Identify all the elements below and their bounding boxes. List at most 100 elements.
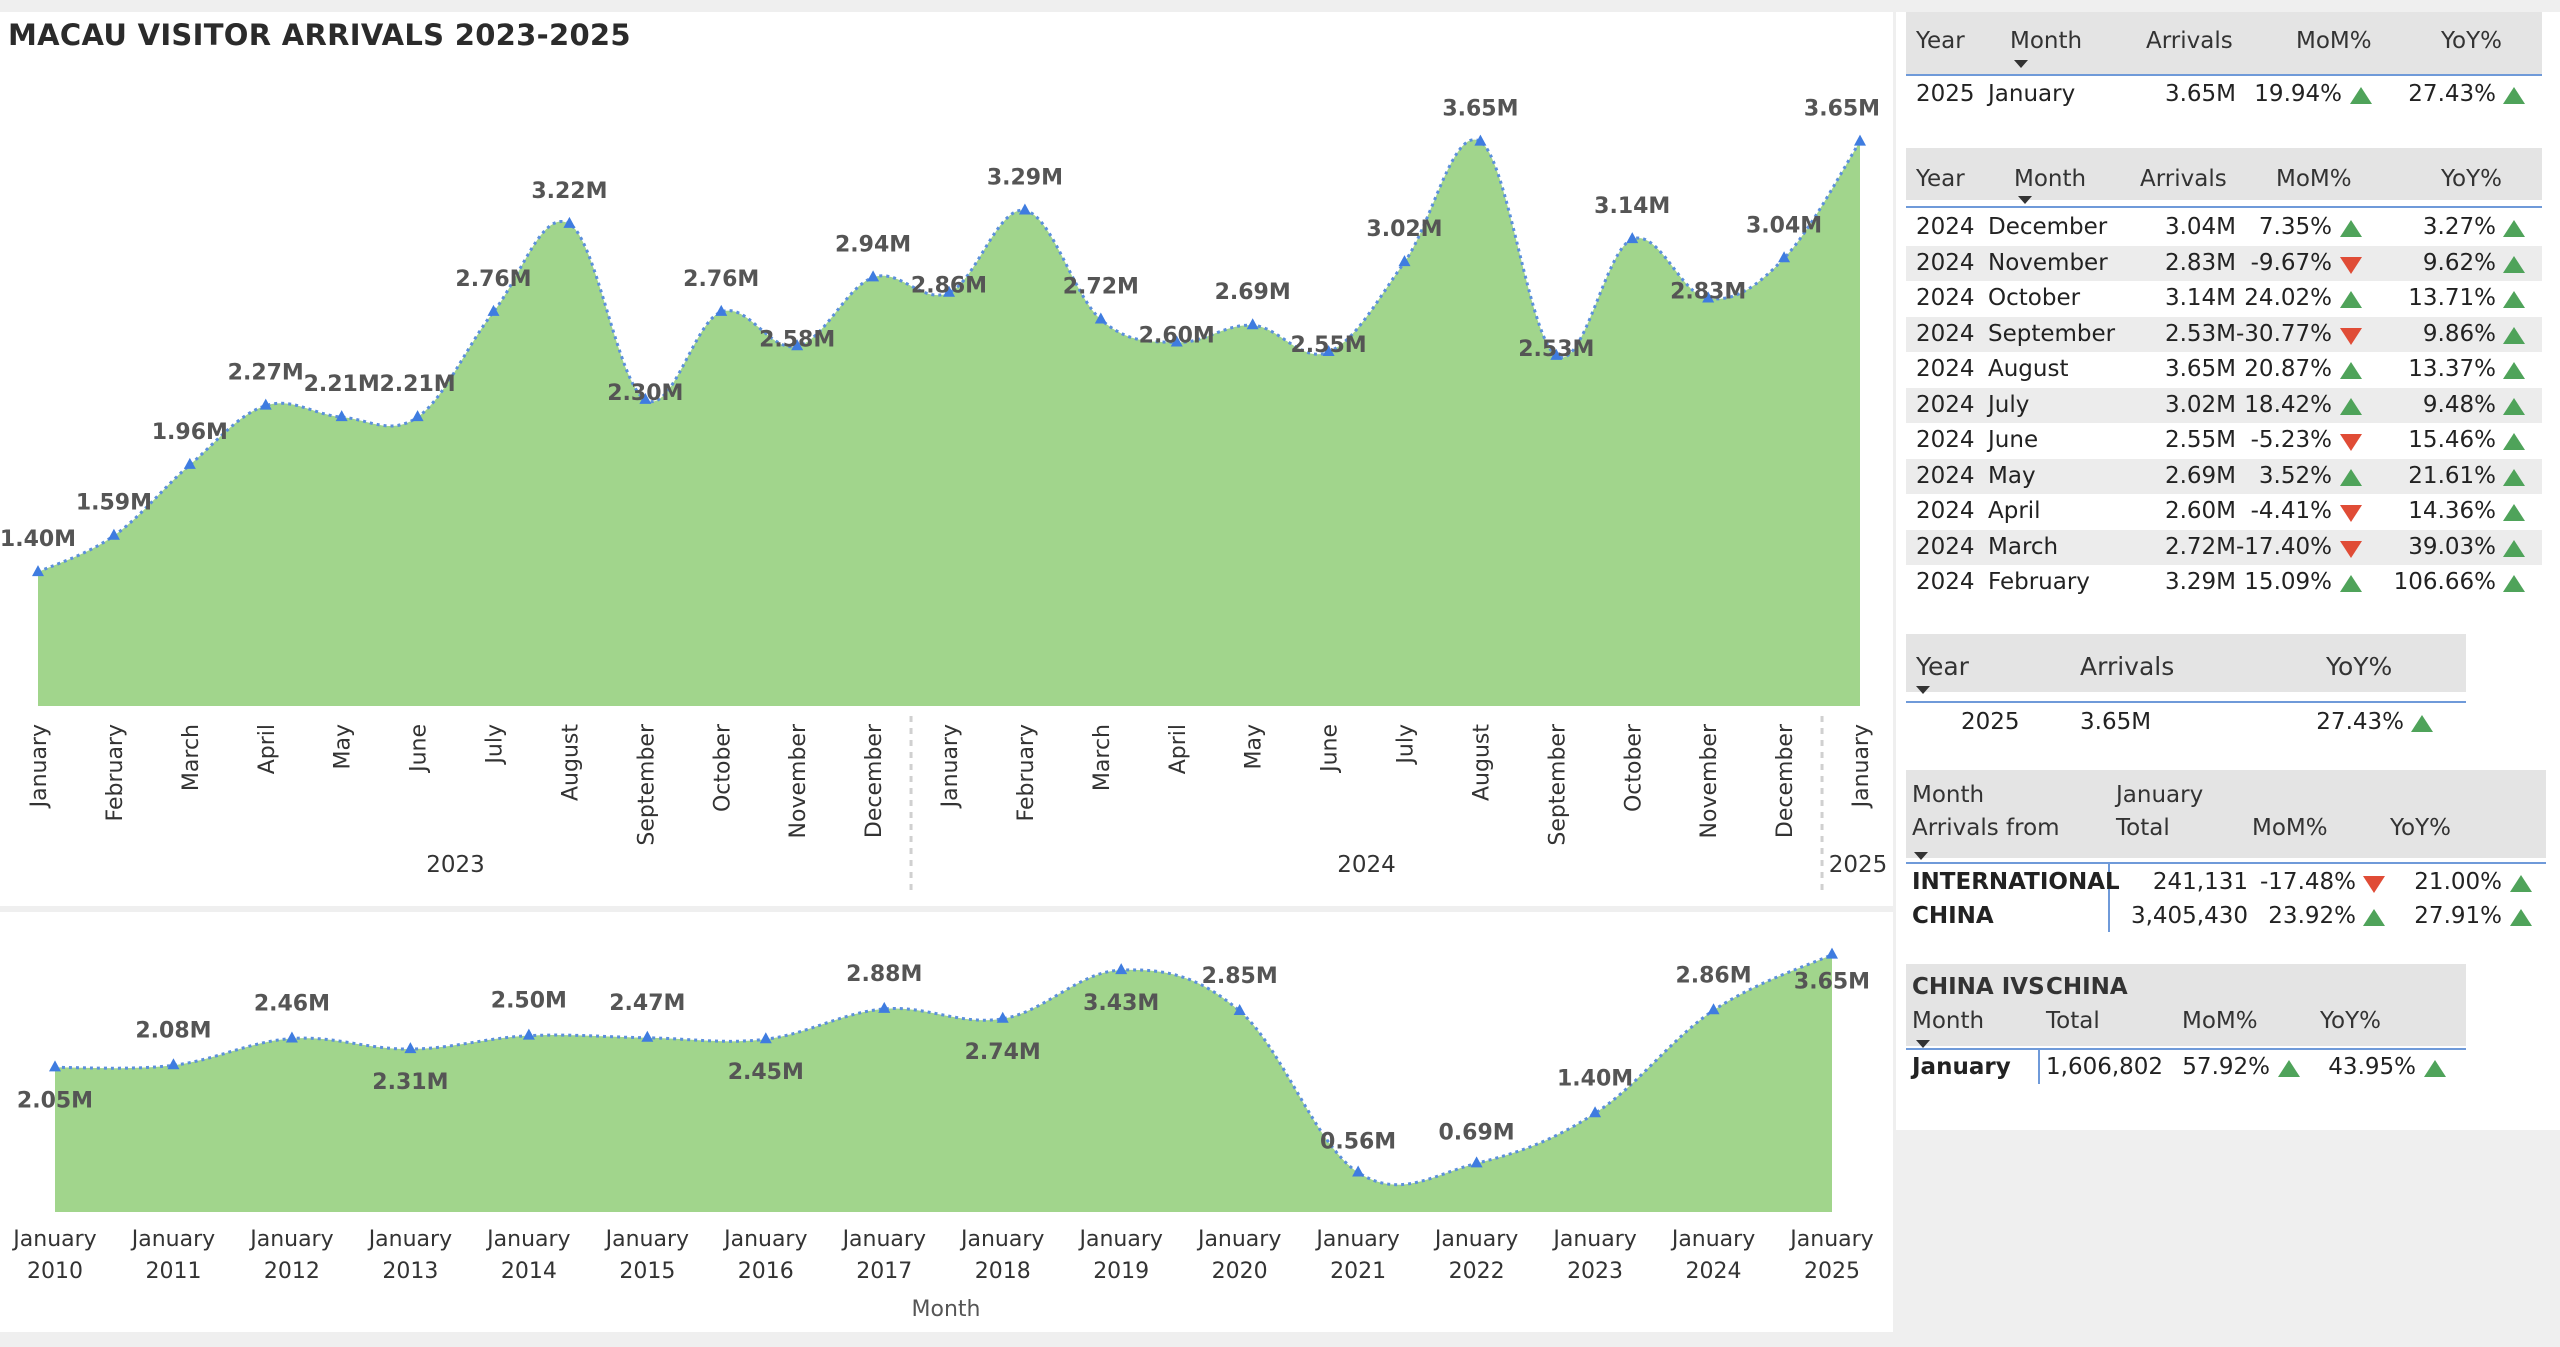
table-row[interactable]: 2024 October 3.14M 24.02% 13.71% bbox=[1906, 281, 2542, 316]
header-china[interactable]: CHINA bbox=[2046, 974, 2128, 1000]
x-tick-label: January bbox=[27, 724, 52, 809]
header-total[interactable]: Total bbox=[2116, 815, 2170, 841]
cell-mom: 15.09% bbox=[2244, 569, 2332, 595]
x-tick-label-year: 2013 bbox=[382, 1259, 438, 1284]
header-mom[interactable]: MoM% bbox=[2182, 1008, 2258, 1034]
table-row[interactable]: January 1,606,802 57.92% 43.95% bbox=[1906, 1050, 2466, 1085]
table-row[interactable]: 2025 3.65M 27.43% bbox=[1906, 705, 2466, 740]
x-tick-label: January bbox=[1788, 1227, 1873, 1252]
cell-arrivals: 2.69M bbox=[2164, 462, 2236, 489]
data-point-marker bbox=[411, 410, 424, 422]
mom-up-icon bbox=[2340, 468, 2362, 486]
data-point-marker bbox=[1322, 345, 1335, 357]
cell-year: 2024 bbox=[1916, 498, 1975, 524]
data-label: 2.45M bbox=[728, 1060, 804, 1085]
header-month[interactable]: Month bbox=[2010, 28, 2083, 54]
cell-mom: 3.52% bbox=[2258, 462, 2332, 489]
header-yoy[interactable]: YoY% bbox=[2441, 28, 2502, 54]
cell-mom: -17.48% bbox=[2260, 869, 2356, 895]
header-arrivals[interactable]: Arrivals bbox=[2146, 28, 2233, 54]
sort-arrow-icon[interactable] bbox=[1916, 1040, 1930, 1048]
header-mom[interactable]: MoM% bbox=[2296, 28, 2372, 54]
header-total[interactable]: Total bbox=[2046, 1008, 2100, 1034]
cell-arrivals: 3.29M bbox=[2164, 569, 2236, 595]
yearly-chart-panel: 2.05M 2.08M 2.46M 2.31M 2.50M 2.47M 2.45M 2.88M… bbox=[0, 912, 1893, 1332]
cell-arrivals: 2.53M bbox=[2164, 320, 2236, 347]
x-tick-label-year: 2010 bbox=[27, 1259, 83, 1284]
cell-month: February bbox=[1988, 569, 2090, 595]
header-mom[interactable]: MoM% bbox=[2276, 166, 2352, 192]
data-point-marker bbox=[1626, 232, 1639, 244]
sort-arrow-icon[interactable] bbox=[2014, 60, 2028, 68]
data-label: 1.40M bbox=[1557, 1066, 1633, 1091]
data-point-marker bbox=[335, 410, 348, 422]
header-yoy[interactable]: YoY% bbox=[2390, 815, 2451, 841]
header-arrivals[interactable]: Arrivals bbox=[2140, 166, 2227, 192]
data-label: 2.88M bbox=[846, 962, 922, 987]
table-row[interactable]: 2024 April 2.60M -4.41% 14.36% bbox=[1906, 494, 2542, 529]
year-group-label: 2023 bbox=[426, 852, 485, 878]
data-point-marker bbox=[487, 304, 500, 316]
sort-arrow-icon[interactable] bbox=[2018, 196, 2032, 204]
header-rule bbox=[1906, 1048, 2466, 1050]
data-label: 2.50M bbox=[491, 989, 567, 1014]
data-label: 2.30M bbox=[607, 381, 683, 406]
yoy-up-icon bbox=[2503, 397, 2525, 415]
table-row[interactable]: 2024 May 2.69M 3.52% 21.61% bbox=[1906, 458, 2542, 494]
header-year[interactable]: Year bbox=[1916, 652, 1969, 681]
x-tick-label-year: 2017 bbox=[856, 1259, 912, 1284]
header-month[interactable]: Month bbox=[2014, 166, 2087, 192]
header-year[interactable]: Year bbox=[1916, 28, 1965, 54]
header-month[interactable]: Month bbox=[1912, 782, 1985, 808]
header-yoy[interactable]: YoY% bbox=[2326, 652, 2393, 681]
header-january[interactable]: January bbox=[2116, 782, 2204, 808]
yoy-up-icon bbox=[2503, 220, 2525, 237]
header-year[interactable]: Year bbox=[1916, 166, 1965, 192]
table-row[interactable]: 2024 November 2.83M -9.67% 9.62% bbox=[1906, 245, 2542, 281]
cell-year: 2024 bbox=[1916, 569, 1975, 595]
header-yoy[interactable]: YoY% bbox=[2320, 1008, 2381, 1034]
x-tick-label: November bbox=[786, 723, 811, 838]
cell-year: 2025 bbox=[1916, 81, 1975, 107]
table-header: Year Month Arrivals MoM% YoY% bbox=[1906, 28, 2542, 68]
data-label: 2.46M bbox=[254, 992, 330, 1017]
cell-mom: 20.87% bbox=[2244, 356, 2332, 382]
table-row[interactable]: 2024 July 3.02M 18.42% 9.48% bbox=[1906, 387, 2542, 423]
header-arrivals[interactable]: Arrivals bbox=[2080, 652, 2175, 681]
header-month[interactable]: Month bbox=[1912, 1008, 1985, 1034]
x-tick-label-year: 2019 bbox=[1093, 1259, 1149, 1284]
cell-arrivals: 3.65M bbox=[2080, 709, 2152, 735]
sort-arrow-icon[interactable] bbox=[1916, 686, 1930, 694]
table-row[interactable]: 2025 January 3.65M 19.94% 27.43% bbox=[1906, 77, 2542, 112]
data-label: 0.56M bbox=[1320, 1130, 1396, 1155]
yoy-up-icon bbox=[2503, 433, 2525, 450]
table-row[interactable]: 2024 August 3.65M 20.87% 13.37% bbox=[1906, 352, 2542, 387]
cell-year: 2024 bbox=[1916, 249, 1975, 276]
cell-mom: 24.02% bbox=[2244, 285, 2332, 311]
table-row[interactable]: CHINA 3,405,430 23.92% 27.91% bbox=[1906, 899, 2546, 934]
x-tick-label: January bbox=[1670, 1227, 1755, 1252]
table-row[interactable]: INTERNATIONAL 241,131 -17.48% 21.00% bbox=[1906, 865, 2546, 900]
sort-arrow-icon[interactable] bbox=[1914, 852, 1928, 860]
header-china-ivs[interactable]: CHINA IVS bbox=[1912, 974, 2045, 1000]
table-header-band bbox=[1906, 770, 2546, 858]
table-row[interactable]: 2024 September 2.53M -30.77% 9.86% bbox=[1906, 316, 2542, 352]
cell-yoy: 3.27% bbox=[2422, 214, 2496, 240]
header-mom[interactable]: MoM% bbox=[2252, 815, 2328, 841]
table-row[interactable]: 2024 March 2.72M -17.40% 39.03% bbox=[1906, 529, 2542, 565]
table-row[interactable]: 2024 December 3.04M 7.35% 3.27% bbox=[1906, 210, 2542, 245]
column-rule bbox=[2108, 862, 2110, 932]
mom-down-icon bbox=[2340, 327, 2362, 345]
header-arrivals-from[interactable]: Arrivals from bbox=[1912, 815, 2060, 841]
cell-arrivals: 2.55M bbox=[2164, 427, 2236, 453]
yoy-up-icon bbox=[2424, 1060, 2446, 1077]
x-tick-label: October bbox=[710, 723, 735, 812]
january-arrivals-chart: 2.05M 2.08M 2.46M 2.31M 2.50M 2.47M 2.45M 2.88M… bbox=[11, 947, 1874, 1322]
table-row[interactable]: 2024 June 2.55M -5.23% 15.46% bbox=[1906, 423, 2542, 458]
cell-arrivals: 3.02M bbox=[2164, 391, 2236, 418]
table-row[interactable]: 2024 February 3.29M 15.09% 106.66% bbox=[1906, 565, 2542, 600]
cell-yoy: 21.00% bbox=[2414, 869, 2502, 895]
header-yoy[interactable]: YoY% bbox=[2441, 166, 2502, 192]
data-label: 2.76M bbox=[455, 267, 531, 292]
data-point-marker bbox=[1018, 203, 1031, 215]
